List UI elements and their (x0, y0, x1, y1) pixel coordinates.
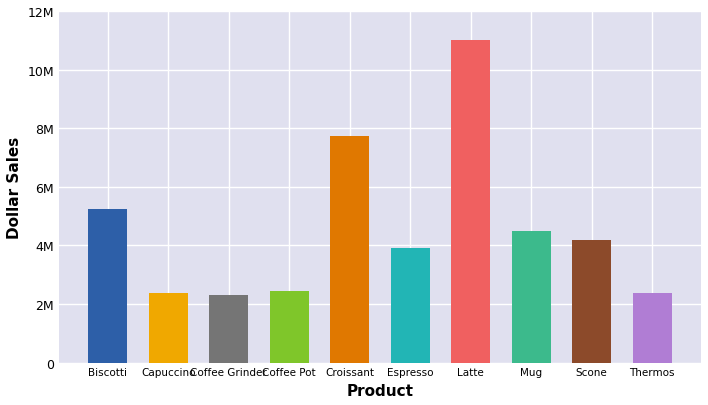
Bar (572, 240, 612, 363)
Bar (512, 231, 551, 363)
Bar (330, 136, 370, 363)
Bar (88, 209, 127, 363)
X-axis label: Product: Product (346, 383, 413, 398)
Bar (632, 294, 672, 363)
Bar (209, 296, 249, 363)
Bar (391, 249, 430, 363)
Bar (149, 293, 188, 363)
Bar (451, 41, 491, 363)
Bar (270, 292, 309, 363)
Y-axis label: Dollar Sales: Dollar Sales (7, 136, 22, 238)
